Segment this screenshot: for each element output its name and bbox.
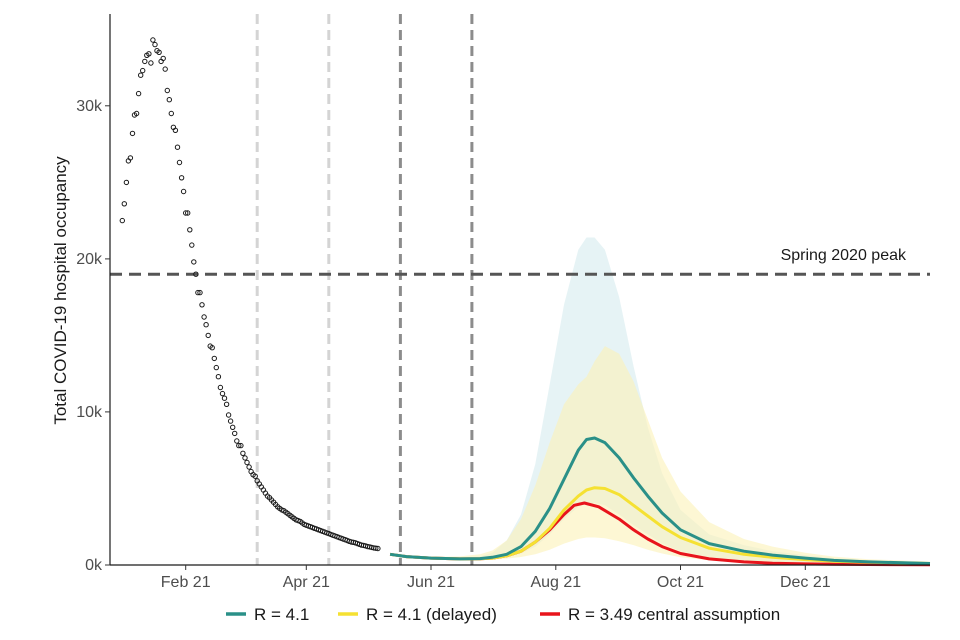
x-tick-label: Apr 21 [283,574,330,591]
observed-point [142,58,148,65]
observed-point [119,217,126,224]
legend: R = 4.1 R = 4.1 (delayed) R = 3.49 central… [226,605,780,624]
observed-point [197,289,203,296]
y-tick-label: 20k [76,251,103,268]
observed-point [373,545,379,551]
observed-point [209,345,215,351]
observed-point [135,90,142,97]
observed-point [234,438,240,444]
legend-label-3: R = 3.49 central assumption [568,605,780,624]
observed-point [162,66,168,72]
observed-point [225,412,232,418]
axes [109,14,930,566]
observed-point [240,450,246,456]
observed-point [146,51,152,57]
observed-point [252,473,258,479]
observed-point [227,418,234,424]
observed-point [205,332,211,339]
observed-point [213,364,220,371]
observed-point [178,175,185,181]
confidence-bands [390,237,931,565]
observed-point [246,464,252,470]
observed-point [211,355,218,362]
observed-point [238,442,244,449]
observed-point [195,289,201,296]
observed-point [121,201,128,207]
vertical-marker-lines [255,14,474,565]
observed-point [375,545,381,552]
observed-point [152,41,158,48]
observed-point [232,430,238,437]
observed-point [183,210,189,216]
observed-point [203,322,209,328]
y-tick-label: 0k [85,557,103,574]
x-tick-label: Jun 21 [407,574,455,591]
observed-point [166,97,173,103]
observed-point [129,130,136,137]
observed-point [191,259,197,265]
observed-points [119,37,381,552]
y-tick-label: 30k [76,98,103,115]
y-tick-label: 10k [76,404,103,421]
x-tick-label: Dec 21 [780,574,831,591]
y-axis-ticks: 0k 10k 20k 30k [76,98,110,574]
observed-point [133,110,140,117]
observed-point [221,395,228,401]
observed-point [148,60,154,66]
observed-point [150,37,156,43]
observed-point [176,159,183,166]
y-axis-title: Total COVID-19 hospital occupancy [51,156,70,425]
observed-point [168,110,175,117]
observed-point [174,144,181,150]
observed-point [138,72,144,78]
observed-point [164,87,171,94]
observed-point [123,179,130,186]
observed-point [160,55,166,62]
observed-point [180,188,187,195]
observed-point [201,314,207,320]
observed-point [223,401,230,407]
series-line-1 [389,436,931,565]
x-tick-label: Feb 21 [161,574,211,591]
observed-point [185,210,191,216]
projection-lines [389,436,931,567]
observed-point [217,384,224,391]
confidence-band-2 [390,346,931,565]
observed-point [230,424,236,430]
observed-point [219,390,226,397]
observed-point [236,442,242,449]
legend-label-2: R = 4.1 (delayed) [366,605,497,624]
observed-point [127,155,134,161]
observed-point [172,127,179,134]
reference-line-group: Spring 2020 peak [110,247,930,276]
observed-point [244,459,250,466]
reference-line-label: Spring 2020 peak [781,247,907,264]
legend-label-1: R = 4.1 [254,605,309,624]
observed-point [199,302,205,308]
x-axis-ticks: Feb 21 Apr 21 Jun 21 Aug 21 Oct 21 Dec 21 [161,565,831,591]
observed-point [156,49,162,55]
observed-point [242,455,248,461]
x-tick-label: Aug 21 [530,574,581,591]
observed-point [140,67,146,74]
observed-point [189,242,195,248]
observed-point [193,271,199,277]
observed-point [215,374,222,380]
observed-point [187,227,193,233]
x-tick-label: Oct 21 [657,574,704,591]
